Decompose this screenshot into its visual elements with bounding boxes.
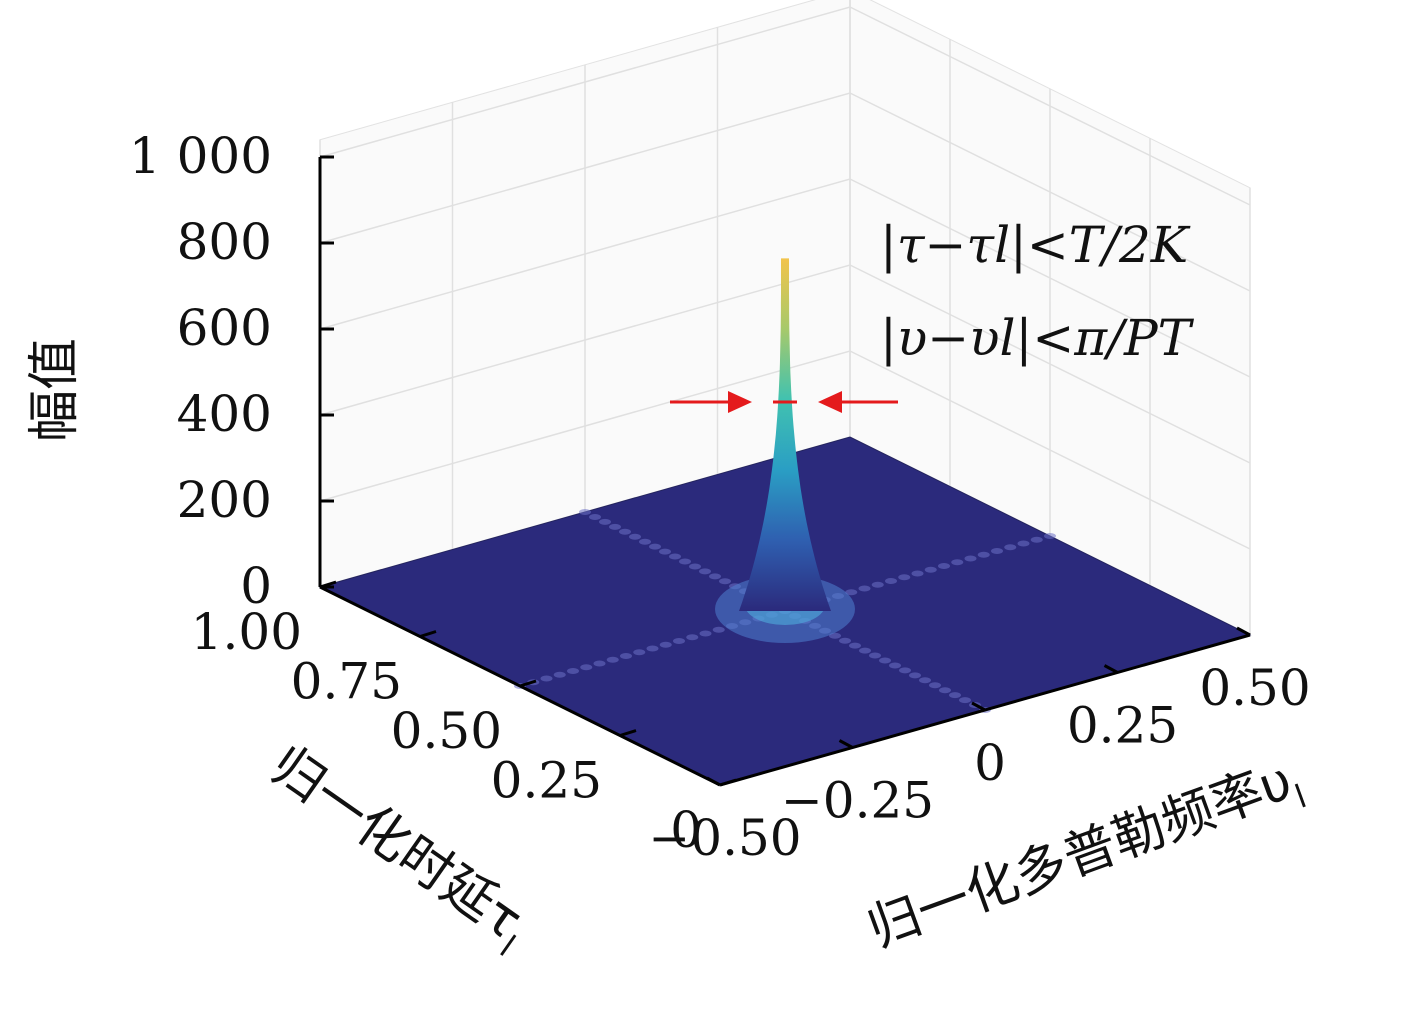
sidelobe-point [699, 630, 712, 637]
sidelobe-point [639, 538, 651, 545]
sidelobe-point [659, 548, 671, 555]
sidelobe-point [849, 642, 861, 649]
chart-axes [318, 155, 1251, 787]
sidelobe-point [689, 563, 701, 570]
doppler-tick-mark [1103, 664, 1119, 674]
delay-tick-mark [719, 778, 737, 787]
sidelobe-point [951, 559, 964, 566]
doppler-tick-label: −0.25 [781, 772, 934, 830]
sidelobe-point [977, 551, 990, 558]
sidelobe-point [919, 677, 931, 684]
z-tick-label: 800 [177, 213, 272, 271]
sidelobe-point [659, 641, 672, 648]
peak-spike [739, 258, 831, 611]
delay-tick-label: 0.75 [291, 653, 402, 711]
delay-tick-label: 0.50 [391, 702, 502, 760]
marker-left-arrowhead [728, 391, 752, 413]
sidelobe-point [719, 578, 731, 585]
sidelobe-point [679, 558, 691, 565]
sidelobe-point [619, 528, 631, 535]
doppler-tick-mark [1236, 626, 1251, 637]
sidelobe-point [609, 523, 621, 530]
surface-plot [715, 258, 855, 643]
sidelobe-point [599, 518, 611, 525]
sidelobe-point [911, 570, 924, 577]
sidelobe-point [898, 574, 911, 581]
sidelobe-point [829, 632, 841, 639]
sidelobe-point [646, 645, 659, 652]
sidelobe-point [869, 652, 881, 659]
delay-tick-label: 1.00 [191, 603, 302, 661]
doppler-tick-label: 0 [974, 734, 1006, 792]
sidelobe-point [939, 687, 951, 694]
sidelobe-point [540, 675, 553, 682]
sidelobe-point [649, 543, 661, 550]
sidelobe-point [885, 578, 897, 584]
sidelobe-point [845, 589, 858, 596]
sidelobe-point [669, 553, 681, 560]
sidelobe-point [1004, 544, 1017, 551]
chart-grid [319, 0, 1251, 636]
sidelobe-point [606, 656, 619, 663]
annotation-delay-width: |τ−τl|<T/2K [880, 216, 1191, 274]
sidelobe-point [673, 638, 685, 644]
sidelobe-point [991, 548, 1003, 554]
z-tick-label: 200 [177, 471, 272, 529]
sidelobe-point [579, 509, 591, 515]
z-tick-label: 600 [177, 299, 272, 357]
sidelobe-point [1030, 536, 1043, 543]
sidelobe-point [699, 568, 711, 575]
sidelobe-point [593, 660, 606, 667]
z-tick-label: 0 [240, 557, 272, 615]
sidelobe-point [712, 626, 725, 633]
sidelobe-point [1044, 533, 1056, 539]
annotation-doppler-width: |υ−υl|<π/PT [880, 309, 1195, 367]
delay-tick-mark [419, 630, 437, 638]
delay-tick-label: 0.25 [491, 752, 602, 810]
z-axis-label: 幅值 [25, 338, 85, 442]
doppler-tick-label: −0.50 [648, 809, 801, 867]
sidelobe-point [859, 647, 871, 654]
sidelobe-point [839, 637, 851, 644]
sidelobe-point [633, 649, 646, 656]
delay-tick-mark [519, 679, 537, 688]
doppler-tick-mark [706, 776, 721, 787]
delay-tick-mark [319, 580, 337, 589]
sidelobe-point [959, 697, 971, 704]
sidelobe-point [879, 657, 891, 664]
delay-tick-label: 0 [670, 801, 702, 859]
sidelobe-point [686, 634, 699, 641]
width-markers [670, 391, 898, 413]
doppler-tick-mark [971, 701, 986, 712]
sidelobe-point [949, 692, 961, 699]
sidelobe-point [899, 667, 911, 674]
z-tick-label: 1 000 [129, 127, 272, 185]
sidelobe-point [889, 662, 901, 669]
doppler-tick-label: 0.25 [1067, 697, 1178, 755]
sidelobe-point [567, 668, 579, 674]
sidelobe-point [620, 653, 632, 659]
z-tick-label: 400 [177, 385, 272, 443]
sidelobe-point [909, 672, 921, 679]
sidelobe-point [938, 563, 950, 569]
sidelobe-point [924, 566, 937, 573]
sidelobe-point [629, 533, 641, 540]
doppler-tick-label: 0.50 [1199, 659, 1310, 717]
sidelobe-point [553, 671, 566, 678]
delay-tick-mark [619, 729, 637, 737]
sidelobe-point [858, 585, 871, 592]
sidelobe-point [929, 682, 941, 689]
sidelobe-point [589, 513, 601, 520]
sidelobe-point [1017, 540, 1030, 547]
marker-right-arrowhead [818, 391, 842, 413]
sidelobe-point [580, 664, 593, 671]
sidelobe-point [964, 555, 977, 562]
sidelobe-point [871, 581, 884, 588]
sidelobe-point [709, 573, 721, 580]
doppler-tick-mark [838, 739, 854, 749]
